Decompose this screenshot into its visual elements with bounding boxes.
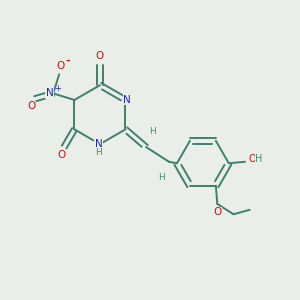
Text: +: + — [55, 84, 62, 93]
Text: N: N — [94, 139, 102, 149]
Text: H: H — [255, 154, 262, 164]
Text: O: O — [56, 61, 65, 71]
Text: N: N — [46, 88, 54, 98]
Text: H: H — [149, 127, 156, 136]
Text: OH: OH — [249, 154, 264, 164]
Text: O: O — [27, 101, 36, 111]
Text: O: O — [249, 154, 256, 164]
Text: N: N — [123, 95, 131, 105]
Text: H: H — [158, 173, 165, 182]
Text: H: H — [95, 148, 102, 158]
Text: O: O — [58, 150, 66, 160]
Text: O: O — [213, 207, 221, 217]
Text: O: O — [96, 51, 104, 62]
Text: -: - — [65, 56, 70, 66]
